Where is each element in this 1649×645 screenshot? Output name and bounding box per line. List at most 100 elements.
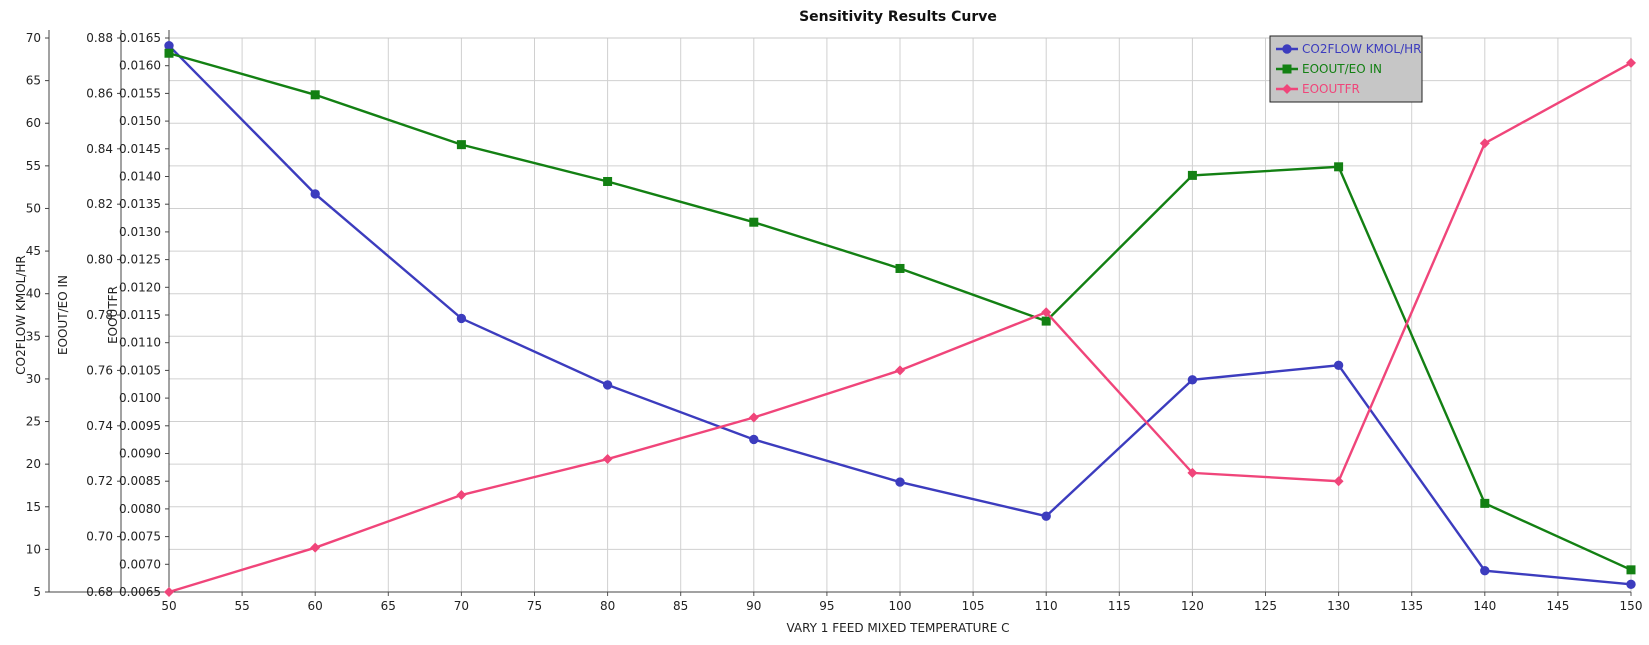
y-tick-label: 25 bbox=[26, 415, 41, 429]
data-point bbox=[1479, 138, 1490, 149]
series bbox=[164, 40, 1636, 597]
y-tick-label: 0.0165 bbox=[119, 31, 161, 45]
y-tick-label: 0.0100 bbox=[119, 391, 161, 405]
y-tick-label: 0.0115 bbox=[119, 308, 161, 322]
x-tick-label: 50 bbox=[161, 599, 176, 613]
y-tick-label: 5 bbox=[33, 585, 41, 599]
data-point bbox=[164, 40, 174, 51]
y-tick-label: 50 bbox=[26, 201, 41, 215]
y-tick-label: 0.0090 bbox=[119, 447, 161, 461]
y-tick-label: 0.82 bbox=[86, 197, 113, 211]
series-group bbox=[164, 40, 1636, 590]
y-tick-label: 0.70 bbox=[86, 530, 113, 544]
data-point bbox=[1187, 375, 1198, 385]
data-point bbox=[1041, 316, 1051, 326]
y-tick-label: 15 bbox=[26, 500, 41, 514]
legend-label: EOOUT/EO IN bbox=[1302, 62, 1382, 76]
y-tick-label: 0.0065 bbox=[119, 585, 161, 599]
x-tick-label: 140 bbox=[1473, 599, 1496, 613]
y-tick-label: 0.0075 bbox=[119, 530, 161, 544]
x-tick-label: 75 bbox=[527, 599, 542, 613]
x-tick-label: 70 bbox=[454, 599, 469, 613]
x-tick-label: 145 bbox=[1546, 599, 1569, 613]
y-tick-label: 0.0125 bbox=[119, 253, 161, 267]
y-tick-label: 60 bbox=[26, 116, 41, 130]
data-point bbox=[895, 477, 905, 487]
y-tick-label: 30 bbox=[26, 372, 41, 386]
x-tick-label: 85 bbox=[673, 599, 688, 613]
y-tick-label: 35 bbox=[26, 329, 41, 343]
axes: 50 55 60 65 70 75 80 85 90 95 100 105 110 115 120 125 13… bbox=[14, 30, 1642, 613]
x-tick-label: 90 bbox=[746, 599, 761, 613]
data-point bbox=[456, 140, 466, 150]
data-point bbox=[602, 380, 613, 390]
data-point bbox=[602, 454, 613, 465]
y-axis-title: CO2FLOW KMOL/HR bbox=[14, 255, 28, 375]
data-point bbox=[748, 412, 759, 423]
y-tick-label: 0.0095 bbox=[119, 419, 161, 433]
data-point bbox=[1041, 511, 1051, 521]
data-point bbox=[310, 189, 320, 199]
y-tick-label: 40 bbox=[26, 287, 41, 301]
data-point bbox=[1041, 307, 1052, 318]
y-tick-label: 0.68 bbox=[86, 585, 113, 599]
data-point bbox=[1334, 162, 1344, 172]
y-tick-label: 0.0120 bbox=[119, 280, 161, 294]
y-tick-label: 0.0085 bbox=[119, 474, 161, 488]
y-axis-title: EOOUTFR bbox=[106, 286, 120, 344]
data-point bbox=[1626, 57, 1636, 68]
data-point bbox=[1282, 44, 1292, 54]
x-tick-label: 150 bbox=[1620, 599, 1643, 613]
x-tick-label: 105 bbox=[962, 599, 985, 613]
y-tick-label: 45 bbox=[26, 244, 41, 258]
x-tick-label: 55 bbox=[234, 599, 249, 613]
y-tick-label: 0.0130 bbox=[119, 225, 161, 239]
y-tick-label: 0.80 bbox=[86, 253, 113, 267]
legend: CO2FLOW KMOL/HR EOOUT/EO IN EOOUTFR bbox=[1269, 35, 1423, 103]
data-point bbox=[1333, 360, 1344, 370]
data-point bbox=[749, 434, 759, 445]
legend-box bbox=[1269, 35, 1423, 103]
data-point bbox=[1333, 476, 1344, 487]
y-tick-label: 0.78 bbox=[86, 308, 113, 322]
x-tick-label: 120 bbox=[1181, 599, 1204, 613]
x-tick-label: 80 bbox=[600, 599, 615, 613]
y-tick-label: 0.0110 bbox=[119, 336, 161, 350]
y-tick-label: 10 bbox=[26, 542, 41, 556]
x-tick-label: 135 bbox=[1400, 599, 1423, 613]
data-point bbox=[1187, 170, 1197, 180]
data-point bbox=[164, 48, 174, 58]
data-point bbox=[749, 217, 759, 227]
chart-title: Sensitivity Results Curve bbox=[799, 9, 997, 25]
data-point bbox=[310, 542, 321, 553]
data-point bbox=[456, 490, 467, 501]
y-axis-title: EOOUT/EO IN bbox=[56, 275, 70, 355]
y-tick-label: 70 bbox=[26, 31, 41, 45]
data-point bbox=[164, 587, 174, 597]
data-point bbox=[1282, 84, 1292, 94]
data-point bbox=[310, 90, 320, 100]
data-point bbox=[603, 176, 613, 186]
y-tick-label: 0.88 bbox=[86, 31, 113, 45]
legend-label: CO2FLOW KMOL/HR bbox=[1302, 42, 1422, 56]
data-point bbox=[1282, 64, 1292, 74]
y-tick-label: 0.0155 bbox=[119, 86, 161, 100]
x-tick-label: 125 bbox=[1254, 599, 1277, 613]
y-tick-label: 0.0140 bbox=[119, 170, 161, 184]
y-tick-label: 0.0105 bbox=[119, 363, 161, 377]
x-tick-label: 100 bbox=[889, 599, 912, 613]
series-group bbox=[164, 57, 1636, 597]
data-point bbox=[895, 365, 905, 376]
data-point bbox=[1480, 565, 1490, 576]
x-axis-title: VARY 1 FEED MIXED TEMPERATURE C bbox=[786, 621, 1009, 635]
y-tick-label: 55 bbox=[26, 159, 41, 173]
data-point bbox=[1626, 565, 1636, 575]
y-tick-label: 0.0080 bbox=[119, 502, 161, 516]
y-tick-label: 0.0135 bbox=[119, 197, 161, 211]
x-tick-label: 110 bbox=[1035, 599, 1058, 613]
y-tick-label: 0.0160 bbox=[119, 59, 161, 73]
y-tick-label: 0.86 bbox=[86, 86, 113, 100]
y-tick-label: 65 bbox=[26, 74, 41, 88]
x-tick-label: 60 bbox=[308, 599, 323, 613]
